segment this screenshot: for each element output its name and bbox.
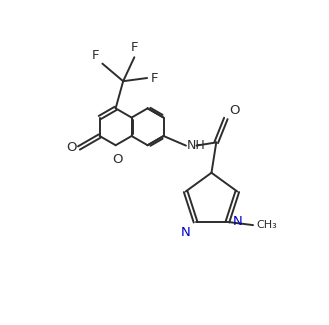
Text: F: F [92, 49, 99, 62]
Text: O: O [229, 104, 240, 117]
Text: N: N [181, 227, 191, 240]
Text: O: O [66, 141, 77, 154]
Text: N: N [233, 214, 243, 227]
Text: O: O [112, 153, 123, 166]
Text: NH: NH [187, 139, 205, 152]
Text: F: F [151, 72, 158, 84]
Text: F: F [131, 41, 138, 54]
Text: CH₃: CH₃ [256, 220, 277, 230]
